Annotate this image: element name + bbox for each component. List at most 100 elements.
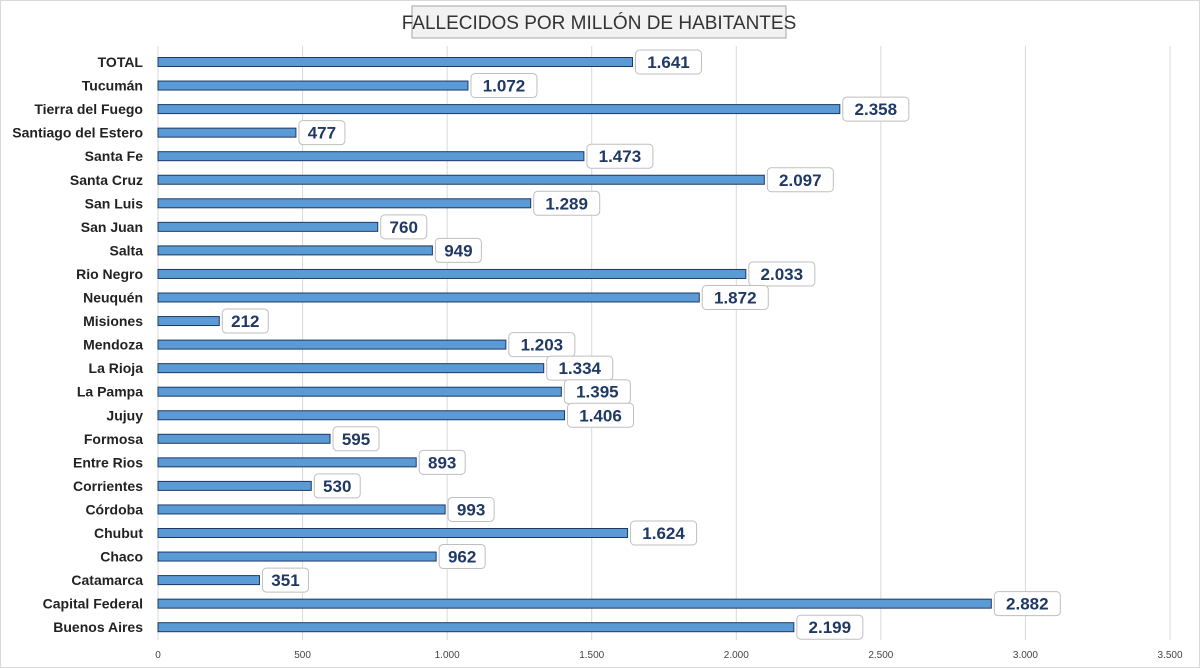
data-label-box bbox=[993, 591, 1061, 617]
bar bbox=[157, 57, 633, 67]
category-label: Misiones bbox=[83, 313, 143, 329]
data-label: 1.334 bbox=[558, 359, 601, 378]
data-label: 595 bbox=[342, 430, 370, 449]
category-label: Entre Rios bbox=[73, 454, 143, 470]
category-label: Santa Cruz bbox=[70, 172, 143, 188]
data-label: 993 bbox=[457, 500, 485, 519]
data-label: 2.097 bbox=[779, 171, 822, 190]
data-label-box bbox=[796, 614, 864, 640]
category-label: Mendoza bbox=[83, 337, 143, 353]
bar bbox=[157, 221, 379, 232]
bar bbox=[157, 339, 507, 350]
data-label-box bbox=[701, 285, 769, 310]
category-label: San Luis bbox=[85, 195, 144, 211]
data-label-box bbox=[567, 402, 635, 428]
data-label: 1.072 bbox=[483, 77, 526, 96]
bar bbox=[157, 245, 433, 256]
chart-title: FALLECIDOS POR MILLÓN DE HABITANTES bbox=[402, 12, 797, 34]
data-label-box bbox=[447, 496, 495, 522]
category-label: TOTAL bbox=[98, 54, 144, 70]
x-tick-label: 2.500 bbox=[868, 650, 893, 661]
bar bbox=[157, 198, 532, 209]
bar bbox=[157, 480, 312, 491]
category-label: Catamarca bbox=[71, 572, 143, 588]
data-label-box bbox=[748, 261, 816, 287]
x-axis-ticks: 0 500 1.000 1.500 2.000 2.500 3.000 3.500 bbox=[155, 650, 1183, 661]
data-label-box bbox=[221, 308, 269, 334]
bar bbox=[157, 528, 629, 538]
data-label-box bbox=[470, 73, 538, 99]
bar bbox=[157, 104, 841, 115]
category-label: San Juan bbox=[81, 219, 143, 235]
data-label: 893 bbox=[428, 453, 456, 472]
category-label: Rio Negro bbox=[76, 266, 143, 282]
data-label: 2.882 bbox=[1006, 595, 1049, 614]
data-label: 530 bbox=[323, 477, 351, 496]
bar bbox=[157, 575, 260, 586]
data-label-box bbox=[586, 143, 654, 169]
data-label-box bbox=[438, 544, 486, 570]
chart-title-box: FALLECIDOS POR MILLÓN DE HABITANTES bbox=[402, 5, 797, 39]
category-label: Chubut bbox=[94, 525, 143, 541]
data-label-box bbox=[508, 332, 576, 358]
data-label-box bbox=[434, 237, 482, 263]
data-label: 962 bbox=[448, 548, 476, 567]
data-label-box bbox=[766, 167, 834, 193]
bar bbox=[157, 268, 747, 279]
x-tick-label: 500 bbox=[294, 650, 311, 661]
category-label: Tucumán bbox=[82, 78, 143, 94]
bars bbox=[157, 57, 992, 633]
bar bbox=[157, 174, 765, 185]
data-label-box bbox=[842, 96, 910, 122]
category-label: Capital Federal bbox=[43, 596, 143, 612]
bar bbox=[157, 551, 437, 562]
data-label: 760 bbox=[390, 218, 418, 237]
data-label: 1.289 bbox=[545, 194, 588, 213]
category-label: La Rioja bbox=[89, 360, 144, 376]
category-label: Chaco bbox=[100, 549, 143, 565]
data-label-box bbox=[332, 426, 380, 452]
bar bbox=[157, 622, 795, 633]
x-tick-label: 3.500 bbox=[1157, 650, 1182, 661]
x-tick-label: 1.000 bbox=[435, 650, 460, 661]
bar bbox=[157, 457, 417, 468]
data-label-box bbox=[298, 120, 346, 146]
data-label: 1.473 bbox=[599, 147, 642, 166]
data-label: 2.358 bbox=[855, 100, 898, 119]
data-label: 949 bbox=[444, 241, 472, 260]
data-label-box bbox=[418, 449, 466, 475]
category-label: Corrientes bbox=[73, 478, 143, 494]
bar bbox=[157, 316, 220, 327]
bar bbox=[157, 598, 992, 609]
x-tick-label: 3.000 bbox=[1013, 650, 1038, 661]
data-label: 212 bbox=[231, 312, 259, 331]
data-label-box bbox=[261, 567, 309, 593]
category-label: Córdoba bbox=[85, 501, 143, 517]
data-label: 1.624 bbox=[642, 524, 685, 543]
category-label: La Pampa bbox=[77, 384, 143, 400]
data-label-box bbox=[380, 214, 428, 240]
data-label: 1.395 bbox=[576, 383, 619, 402]
data-label: 1.203 bbox=[521, 336, 564, 355]
category-label: Buenos Aires bbox=[53, 619, 143, 635]
data-label: 1.872 bbox=[714, 289, 757, 308]
data-label: 1.406 bbox=[579, 406, 622, 425]
data-label: 351 bbox=[271, 571, 299, 590]
x-tick-label: 2.000 bbox=[724, 650, 749, 661]
bar bbox=[157, 127, 297, 138]
category-label: Santa Fe bbox=[85, 148, 144, 164]
data-label: 1.641 bbox=[647, 53, 690, 72]
category-label: Salta bbox=[110, 242, 144, 258]
category-label: Neuquén bbox=[83, 290, 143, 306]
bar bbox=[157, 433, 331, 444]
category-labels: TOTAL Tucumán Tierra del Fuego Santiago del… bbox=[12, 54, 143, 635]
bar bbox=[157, 363, 545, 374]
bar bbox=[157, 410, 566, 421]
bar bbox=[157, 80, 469, 91]
category-label: Santiago del Estero bbox=[12, 125, 143, 141]
x-tick-label: 1.500 bbox=[579, 650, 604, 661]
data-label: 2.033 bbox=[761, 265, 804, 284]
